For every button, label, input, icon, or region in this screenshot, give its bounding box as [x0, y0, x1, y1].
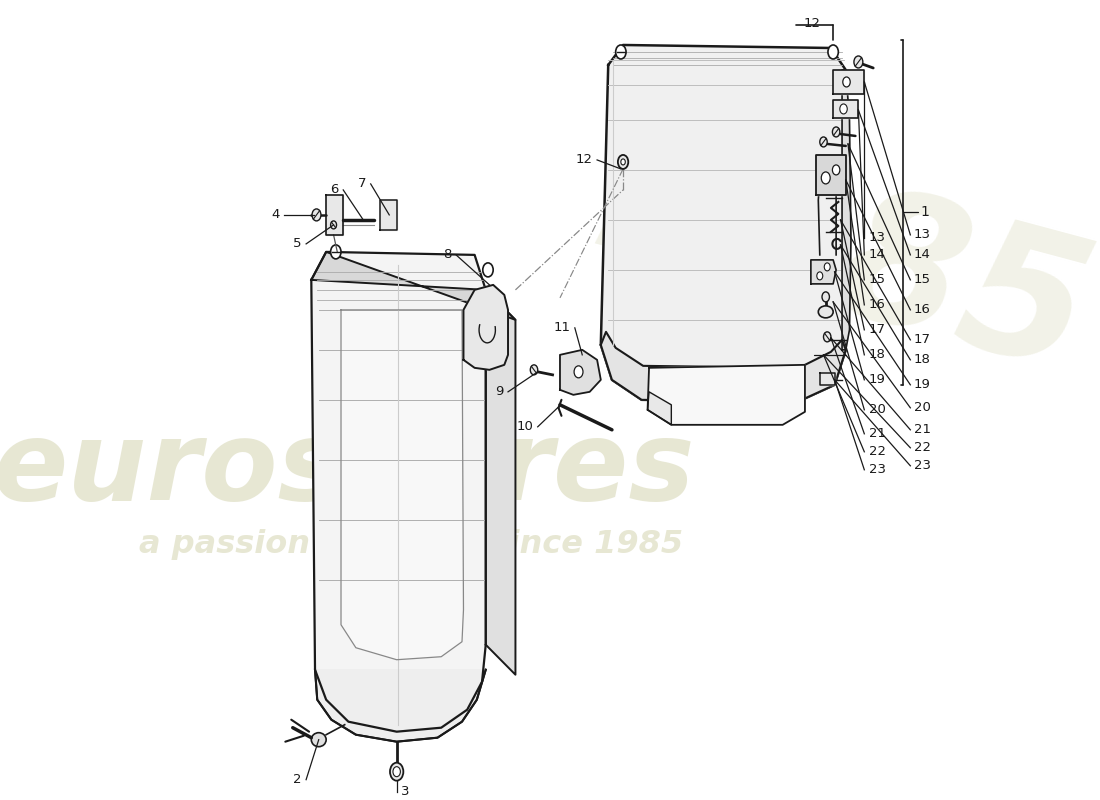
Polygon shape — [486, 290, 516, 674]
Circle shape — [817, 272, 823, 280]
Circle shape — [331, 245, 341, 259]
Polygon shape — [843, 70, 851, 350]
Text: 3: 3 — [402, 785, 409, 798]
Polygon shape — [648, 392, 671, 425]
Text: 14: 14 — [914, 248, 931, 262]
Text: 16: 16 — [869, 298, 886, 311]
Circle shape — [331, 221, 337, 229]
Text: 15: 15 — [914, 274, 931, 286]
Text: 18: 18 — [914, 354, 931, 366]
Text: 11: 11 — [553, 322, 571, 334]
Polygon shape — [811, 260, 836, 284]
Polygon shape — [327, 195, 343, 235]
Polygon shape — [311, 252, 486, 732]
Ellipse shape — [818, 306, 833, 318]
Circle shape — [312, 209, 321, 221]
Circle shape — [824, 263, 830, 271]
Polygon shape — [648, 365, 805, 425]
Polygon shape — [341, 310, 463, 660]
Text: 20: 20 — [869, 403, 886, 416]
Text: 5: 5 — [294, 238, 301, 250]
Text: 13: 13 — [869, 231, 886, 244]
Text: 22: 22 — [914, 442, 931, 454]
Text: 10: 10 — [516, 420, 534, 434]
Text: a passion for parts since 1985: a passion for parts since 1985 — [140, 530, 683, 560]
Circle shape — [820, 137, 827, 147]
Text: 22: 22 — [869, 446, 886, 458]
Text: 19: 19 — [869, 374, 886, 386]
Polygon shape — [463, 285, 508, 370]
Circle shape — [854, 56, 862, 68]
Text: 4: 4 — [271, 209, 279, 222]
Circle shape — [393, 766, 400, 777]
Polygon shape — [833, 100, 858, 118]
Circle shape — [828, 45, 838, 59]
Polygon shape — [816, 155, 846, 195]
Polygon shape — [560, 350, 601, 395]
Circle shape — [620, 159, 625, 165]
Text: 18: 18 — [869, 348, 886, 362]
Text: 15: 15 — [869, 274, 886, 286]
Text: 12: 12 — [804, 17, 821, 30]
Text: 21: 21 — [914, 423, 931, 436]
Text: 7: 7 — [358, 178, 366, 190]
Text: 21: 21 — [869, 427, 886, 440]
Polygon shape — [833, 70, 865, 94]
Circle shape — [618, 155, 628, 169]
Text: 1985: 1985 — [576, 110, 1100, 410]
Ellipse shape — [311, 733, 327, 746]
Circle shape — [530, 365, 538, 375]
Polygon shape — [381, 200, 397, 230]
Polygon shape — [311, 252, 516, 320]
Text: 6: 6 — [330, 183, 339, 197]
Circle shape — [843, 77, 850, 87]
Circle shape — [574, 366, 583, 378]
Text: 13: 13 — [914, 229, 931, 242]
Circle shape — [824, 332, 830, 342]
Text: 20: 20 — [914, 402, 931, 414]
Text: 12: 12 — [575, 154, 593, 166]
Text: 2: 2 — [294, 773, 301, 786]
Text: eurospares: eurospares — [0, 416, 696, 523]
Circle shape — [483, 263, 493, 277]
Text: 9: 9 — [495, 386, 504, 398]
Text: 8: 8 — [443, 248, 452, 262]
Text: 23: 23 — [914, 459, 931, 472]
Polygon shape — [601, 45, 846, 402]
Text: 17: 17 — [914, 334, 931, 346]
Text: since: since — [701, 154, 821, 226]
Circle shape — [833, 165, 839, 175]
Circle shape — [390, 762, 404, 781]
Text: 16: 16 — [914, 303, 931, 316]
Circle shape — [839, 104, 847, 114]
Polygon shape — [315, 670, 486, 742]
Polygon shape — [601, 332, 846, 402]
Circle shape — [822, 292, 829, 302]
Text: 14: 14 — [869, 248, 886, 262]
Text: 19: 19 — [914, 378, 931, 391]
Text: 1: 1 — [920, 205, 928, 219]
Text: 23: 23 — [869, 463, 886, 476]
Circle shape — [833, 127, 839, 137]
Polygon shape — [820, 373, 835, 385]
Circle shape — [822, 172, 830, 184]
Text: 17: 17 — [869, 323, 886, 336]
Circle shape — [616, 45, 626, 59]
